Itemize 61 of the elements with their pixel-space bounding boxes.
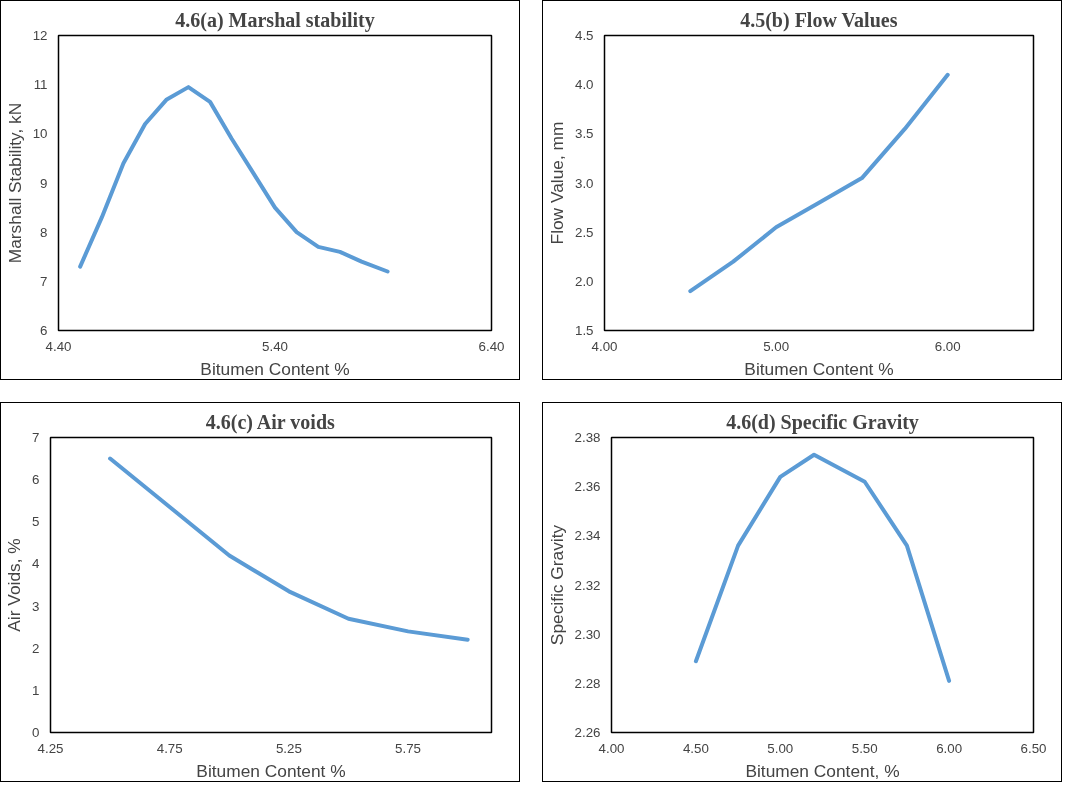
x-tick-label: 4.50 <box>682 740 709 756</box>
y-axis-title: Flow Value, mm <box>546 121 567 245</box>
y-tick-label: 0 <box>32 725 40 740</box>
y-tick-label: 4.0 <box>574 77 594 93</box>
x-tick-label: 5.00 <box>763 338 790 354</box>
y-tick-label: 4.5 <box>574 28 594 43</box>
y-tick-label: 2.0 <box>574 273 594 289</box>
y-tick-label: 11 <box>33 77 48 93</box>
y-tick-label: 2.26 <box>574 725 601 740</box>
x-axis-title: Bitumen Content % <box>200 358 350 379</box>
y-tick-label: 7 <box>32 430 40 445</box>
y-tick-label: 6 <box>32 472 40 488</box>
x-tick-label: 4.75 <box>156 740 183 756</box>
y-tick-label: 1 <box>32 682 40 698</box>
y-tick-label: 2.30 <box>574 626 601 642</box>
x-tick-label: 5.40 <box>262 338 288 354</box>
x-tick-label: 6.00 <box>936 740 963 756</box>
y-tick-label: 12 <box>32 28 48 43</box>
x-tick-label: 4.00 <box>598 740 625 756</box>
y-tick-label: 3.0 <box>574 175 594 191</box>
chart-title: 4.6(c) Air voids <box>205 410 336 434</box>
y-tick-label: 2 <box>32 640 40 656</box>
chart-title: 4.6(a) Marshal stability <box>175 8 375 32</box>
y-axis-title: Air Voids, % <box>4 538 25 632</box>
x-tick-label: 5.50 <box>851 740 878 756</box>
line-series <box>78 85 390 274</box>
y-tick-label: 10 <box>32 126 48 142</box>
x-tick-label: 4.00 <box>591 338 618 354</box>
y-axis-title: Marshall Stability, kN <box>4 102 25 264</box>
y-axis-title: Specific Gravity <box>546 524 567 646</box>
x-axis-title: Bitumen Content % <box>744 358 894 379</box>
x-axis-title: Bitumen Content, % <box>745 760 900 781</box>
x-tick-label: 4.25 <box>37 740 64 756</box>
x-tick-label: 6.40 <box>478 338 505 354</box>
x-tick-label: 6.00 <box>934 338 961 354</box>
line-series <box>693 452 952 683</box>
y-tick-label: 4 <box>32 556 41 572</box>
x-axis-title: Bitumen Content % <box>196 760 346 781</box>
line-series <box>688 72 950 294</box>
x-tick-label: 5.25 <box>275 740 302 756</box>
y-tick-label: 6 <box>40 323 48 338</box>
chart-title: 4.5(b) Flow Values <box>740 8 898 32</box>
x-tick-label: 5.75 <box>395 740 422 756</box>
line-series <box>108 456 470 642</box>
y-tick-label: 1.5 <box>574 323 594 338</box>
y-tick-label: 3.5 <box>574 126 594 142</box>
y-tick-label: 2.5 <box>574 224 594 240</box>
x-tick-label: 6.50 <box>1020 740 1047 756</box>
y-tick-label: 2.38 <box>574 430 601 445</box>
chart-title: 4.6(d) Specific Gravity <box>726 410 919 434</box>
y-tick-label: 2.32 <box>574 577 601 593</box>
y-tick-label: 3 <box>32 598 40 614</box>
y-tick-label: 2.36 <box>574 479 601 495</box>
y-tick-label: 2.28 <box>574 675 601 691</box>
x-tick-label: 4.40 <box>45 338 72 354</box>
y-tick-label: 5 <box>32 514 40 530</box>
y-tick-label: 9 <box>40 175 48 191</box>
x-tick-label: 5.00 <box>767 740 794 756</box>
y-tick-label: 2.34 <box>574 528 602 544</box>
y-tick-label: 8 <box>40 224 48 240</box>
y-tick-label: 7 <box>40 273 48 289</box>
